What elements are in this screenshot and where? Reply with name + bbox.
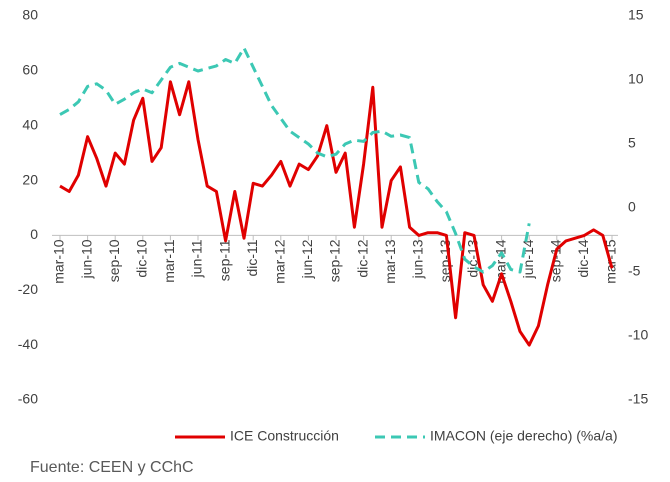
y-tick-label: 40 — [22, 116, 38, 132]
x-tick-label: mar-14 — [492, 239, 508, 284]
x-tick-label: dic-11 — [244, 239, 260, 276]
legend-label: ICE Construcción — [230, 428, 339, 444]
x-tick-label: dic-12 — [354, 239, 370, 277]
x-tick-label: sep-10 — [106, 239, 122, 282]
x-tick-label: jun-11 — [189, 239, 205, 278]
y2-tick-label: 5 — [628, 135, 636, 151]
x-tick-label: jun-10 — [78, 239, 94, 279]
x-tick-label: mar-11 — [161, 239, 177, 283]
y2-tick-label: -10 — [628, 327, 648, 343]
x-tick-label: mar-12 — [272, 239, 288, 284]
y2-tick-label: -5 — [628, 263, 641, 279]
x-tick-label: dic-10 — [134, 239, 150, 277]
x-tick-label: sep-12 — [327, 239, 343, 282]
y-tick-label: -40 — [18, 336, 38, 352]
y-tick-label: 60 — [22, 62, 38, 78]
y2-tick-label: 15 — [628, 7, 644, 23]
y2-tick-label: 10 — [628, 71, 644, 87]
source: Fuente: CEEN y CChC — [30, 459, 194, 476]
y-tick-label: 80 — [22, 7, 38, 23]
y-tick-label: 20 — [22, 171, 38, 187]
x-tick-label: sep-11 — [216, 239, 232, 281]
x-tick-label: mar-10 — [51, 239, 67, 284]
y-tick-label: 0 — [30, 226, 38, 242]
x-tick-label: dic-14 — [575, 239, 591, 277]
y2-tick-label: 0 — [628, 199, 636, 215]
series-line — [59, 80, 614, 347]
x-tick-label: jun-12 — [299, 239, 315, 279]
series-line — [59, 46, 531, 274]
legend-label: IMACON (eje derecho) (%a/a) — [430, 428, 618, 444]
y-tick-label: -60 — [18, 391, 38, 407]
x-tick-label: mar-13 — [382, 239, 398, 284]
x-tick-label: jun-14 — [520, 239, 536, 279]
y2-tick-label: -15 — [628, 391, 648, 407]
x-tick-label: jun-13 — [410, 239, 426, 279]
y-tick-label: -20 — [18, 281, 38, 297]
